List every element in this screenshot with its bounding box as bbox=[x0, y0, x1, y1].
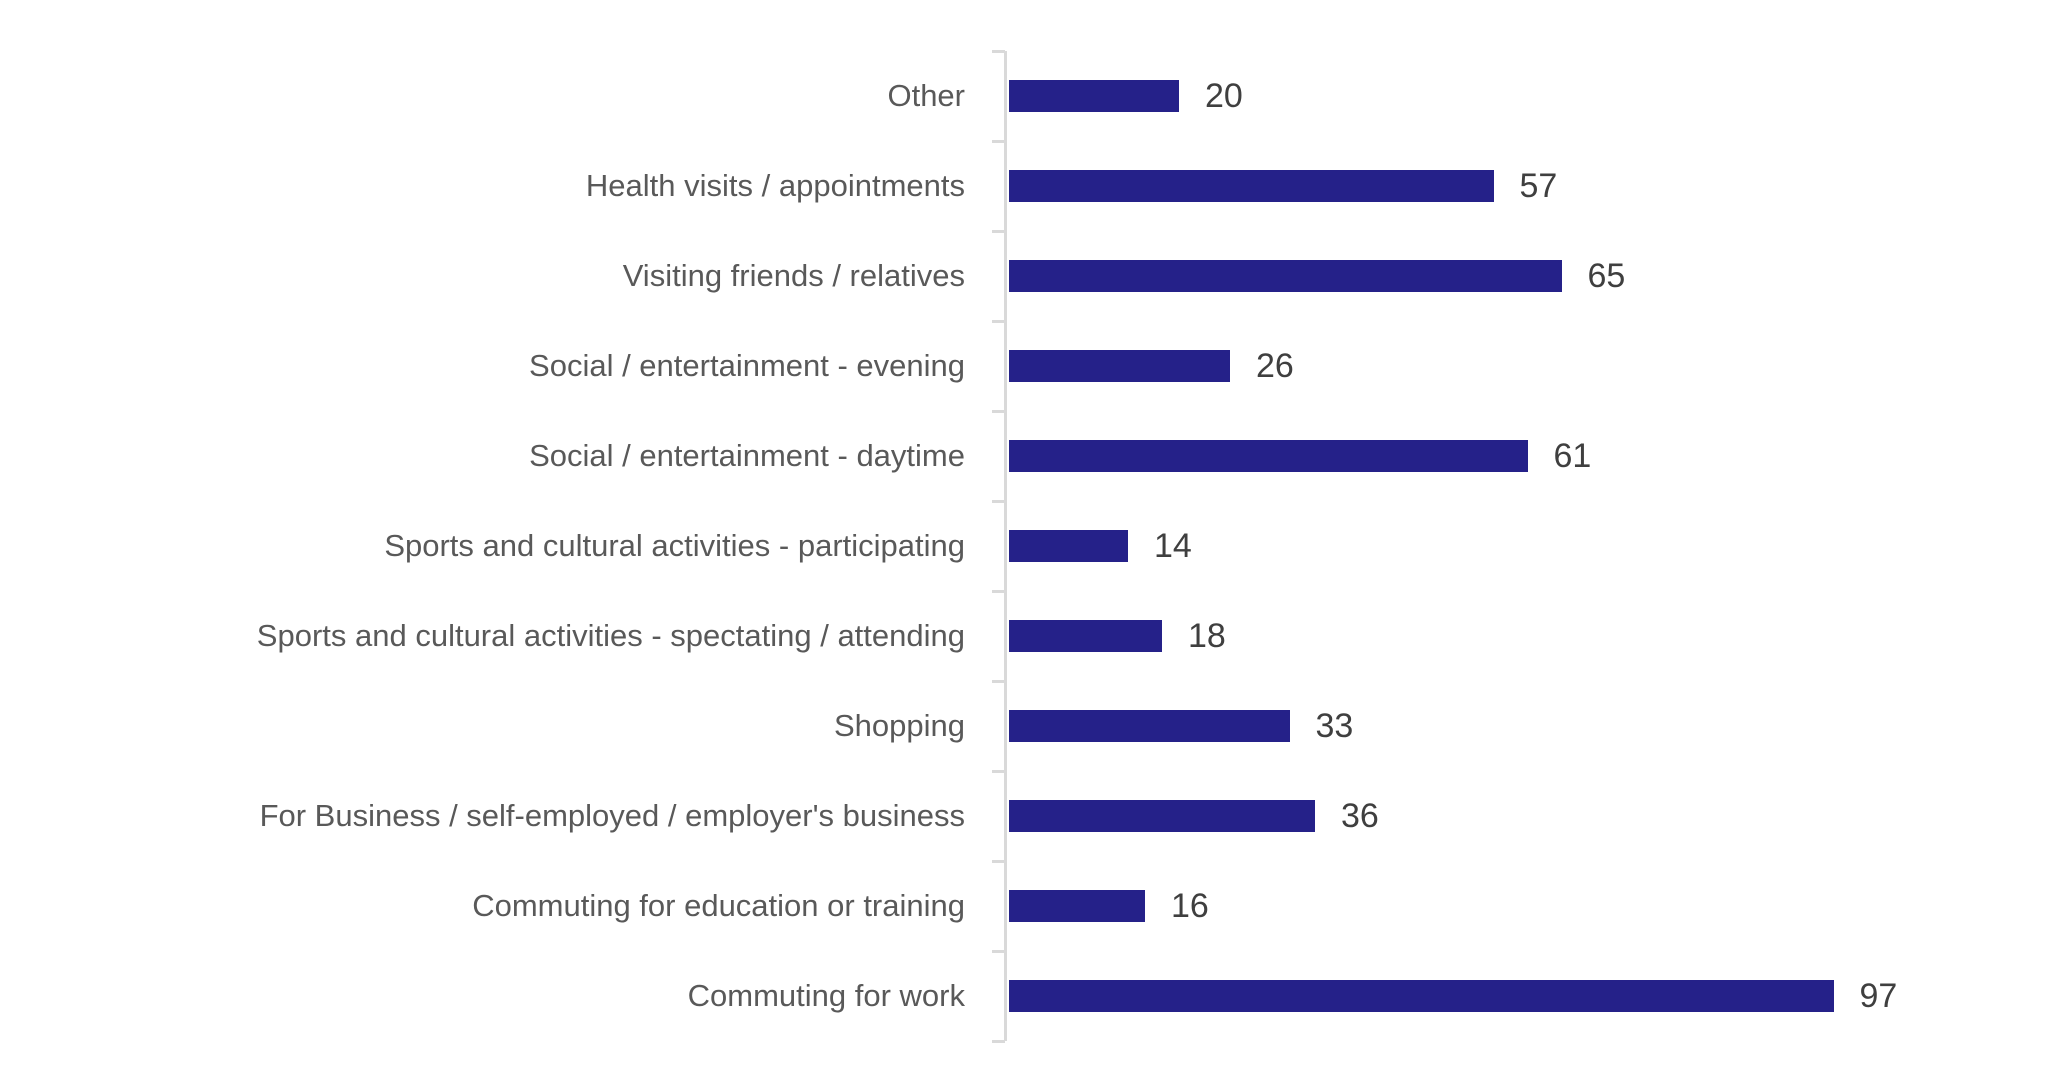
bar-cell: 26 bbox=[1006, 321, 2068, 411]
axis-tick bbox=[992, 409, 1005, 413]
bar bbox=[1009, 530, 1128, 562]
bar bbox=[1009, 170, 1494, 202]
bar bbox=[1009, 800, 1315, 832]
category-label: Social / entertainment - evening bbox=[529, 348, 965, 384]
value-label: 65 bbox=[1587, 256, 1626, 295]
bar-cell: 65 bbox=[1006, 231, 2068, 321]
value-label: 36 bbox=[1341, 796, 1379, 835]
category-label: Commuting for education or training bbox=[472, 888, 965, 924]
category-label: Shopping bbox=[833, 708, 965, 744]
chart-row: Visiting friends / relatives 65 bbox=[0, 231, 2068, 321]
bar-cell: 61 bbox=[1006, 411, 2068, 501]
bar bbox=[1009, 980, 1834, 1012]
category-label: Visiting friends / relatives bbox=[622, 258, 965, 294]
axis-tick bbox=[992, 589, 1005, 593]
bar-cell: 18 bbox=[1006, 591, 2068, 681]
category-label: Social / entertainment - daytime bbox=[529, 438, 965, 474]
chart-row: Commuting for work 97 bbox=[0, 951, 2068, 1041]
axis-tick bbox=[992, 949, 1005, 953]
chart-rows: Other 20 Health visits / appointments 57… bbox=[0, 51, 2068, 1041]
bar-cell: 20 bbox=[1006, 51, 2068, 141]
chart-row: For Business / self-employed / employer'… bbox=[0, 771, 2068, 861]
category-label: Other bbox=[887, 78, 965, 114]
bar bbox=[1009, 260, 1562, 292]
axis-tick bbox=[992, 319, 1005, 323]
value-label: 14 bbox=[1154, 526, 1192, 565]
chart-row: Sports and cultural activities - partici… bbox=[0, 501, 2068, 591]
chart-row: Social / entertainment - daytime 61 bbox=[0, 411, 2068, 501]
value-label: 18 bbox=[1188, 616, 1226, 655]
category-label: Commuting for work bbox=[687, 978, 965, 1014]
axis-tick bbox=[992, 769, 1005, 773]
category-label: Sports and cultural activities - partici… bbox=[384, 528, 965, 564]
bar bbox=[1009, 710, 1290, 742]
bar-cell: 33 bbox=[1006, 681, 2068, 771]
bar bbox=[1009, 80, 1179, 112]
value-label: 20 bbox=[1205, 76, 1243, 115]
bar bbox=[1009, 890, 1145, 922]
value-label: 26 bbox=[1256, 346, 1294, 385]
value-label: 61 bbox=[1553, 436, 1592, 475]
bar bbox=[1009, 350, 1230, 382]
category-label: For Business / self-employed / employer'… bbox=[259, 798, 965, 834]
chart-row: Shopping 33 bbox=[0, 681, 2068, 771]
chart-row: Health visits / appointments 57 bbox=[0, 141, 2068, 231]
axis-tick bbox=[992, 139, 1005, 143]
bar bbox=[1009, 620, 1162, 652]
category-label: Sports and cultural activities - spectat… bbox=[256, 618, 965, 654]
value-label: 16 bbox=[1171, 886, 1209, 925]
chart-row: Other 20 bbox=[0, 51, 2068, 141]
bar-cell: 16 bbox=[1006, 861, 2068, 951]
axis-tick bbox=[992, 859, 1005, 863]
chart-row: Social / entertainment - evening 26 bbox=[0, 321, 2068, 411]
chart-row: Commuting for education or training 16 bbox=[0, 861, 2068, 951]
category-label: Health visits / appointments bbox=[585, 168, 965, 204]
axis-tick bbox=[992, 499, 1005, 503]
axis-tick bbox=[992, 229, 1005, 233]
bar-cell: 97 bbox=[1006, 951, 2068, 1041]
chart-row: Sports and cultural activities - spectat… bbox=[0, 591, 2068, 681]
bar bbox=[1009, 440, 1528, 472]
axis-tick bbox=[992, 679, 1005, 683]
value-label: 33 bbox=[1315, 706, 1354, 745]
axis-tick bbox=[992, 49, 1005, 53]
y-axis-line bbox=[1004, 51, 1007, 1041]
value-label: 57 bbox=[1519, 166, 1558, 205]
bar-cell: 14 bbox=[1006, 501, 2068, 591]
value-label: 97 bbox=[1859, 976, 1898, 1015]
bar-cell: 36 bbox=[1006, 771, 2068, 861]
axis-tick bbox=[992, 1039, 1005, 1043]
bar-cell: 57 bbox=[1006, 141, 2068, 231]
horizontal-bar-chart: Other 20 Health visits / appointments 57… bbox=[0, 49, 2068, 1043]
